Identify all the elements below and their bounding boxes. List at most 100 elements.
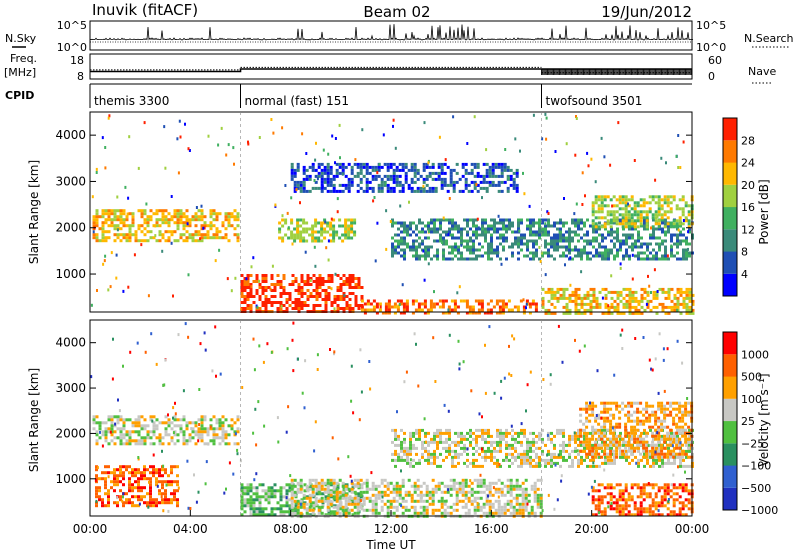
velocity-cell bbox=[152, 501, 155, 504]
power-cell bbox=[241, 301, 244, 304]
power-scatter-cell bbox=[331, 218, 333, 221]
power-cell bbox=[625, 225, 628, 228]
power-cell bbox=[596, 300, 599, 303]
power-cell bbox=[353, 231, 356, 234]
velocity-cell bbox=[225, 433, 228, 436]
power-cell bbox=[385, 303, 388, 306]
power-cell bbox=[96, 218, 99, 221]
power-cell bbox=[604, 255, 607, 258]
power-cell bbox=[207, 224, 210, 227]
power-cell bbox=[605, 303, 608, 306]
power-cell bbox=[605, 306, 608, 309]
power-cell bbox=[253, 301, 256, 304]
velocity-cell bbox=[445, 450, 448, 453]
velocity-cell bbox=[408, 491, 411, 494]
velocity-cell bbox=[336, 494, 339, 497]
power-cell bbox=[280, 295, 283, 298]
power-cell bbox=[344, 237, 347, 240]
power-cell bbox=[686, 297, 689, 300]
power-cell bbox=[454, 303, 457, 306]
velocity-cell bbox=[333, 497, 336, 500]
power-cell bbox=[378, 166, 381, 169]
power-cell bbox=[403, 243, 406, 246]
power-scatter-cell bbox=[601, 137, 603, 140]
power-cell bbox=[632, 300, 635, 303]
velocity-cell bbox=[522, 503, 525, 506]
power-cell bbox=[400, 243, 403, 246]
velocity-cell bbox=[409, 435, 412, 438]
power-cell bbox=[477, 172, 480, 175]
power-cell bbox=[532, 246, 535, 249]
power-cell bbox=[544, 234, 547, 237]
power-cell bbox=[292, 274, 295, 277]
power-cell bbox=[277, 280, 280, 283]
power-cell bbox=[511, 243, 514, 246]
power-cell bbox=[581, 300, 584, 303]
velocity-cell bbox=[170, 498, 173, 501]
power-cell bbox=[219, 230, 222, 233]
velocity-cell bbox=[237, 427, 240, 430]
velocity-cell bbox=[354, 491, 357, 494]
velocity-cell bbox=[448, 435, 451, 438]
velocity-cell bbox=[475, 429, 478, 432]
velocity-cell bbox=[128, 501, 131, 504]
velocity-cell bbox=[457, 456, 460, 459]
power-cell bbox=[586, 252, 589, 255]
velocity-cell bbox=[412, 459, 415, 462]
velocity-cell bbox=[286, 492, 289, 495]
velocity-cell bbox=[173, 498, 176, 501]
power-cell bbox=[513, 187, 516, 190]
power-cell bbox=[387, 163, 390, 166]
power-cell bbox=[165, 230, 168, 233]
velocity-cell bbox=[204, 415, 207, 418]
velocity-cell bbox=[574, 435, 577, 438]
power-cell bbox=[553, 225, 556, 228]
power-cell bbox=[535, 240, 538, 243]
velocity-cell bbox=[104, 477, 107, 480]
velocity-cell bbox=[522, 500, 525, 503]
power-cell bbox=[237, 236, 240, 239]
power-cell bbox=[490, 252, 493, 255]
power-cell bbox=[553, 222, 556, 225]
velocity-cell bbox=[149, 504, 152, 507]
power-scatter-cell bbox=[657, 290, 659, 293]
velocity-cell bbox=[201, 424, 204, 427]
power-cell bbox=[321, 163, 324, 166]
power-scatter-cell bbox=[665, 161, 667, 164]
velocity-cell bbox=[493, 462, 496, 465]
power-cell bbox=[566, 306, 569, 309]
power-cell bbox=[366, 172, 369, 175]
power-cell bbox=[201, 215, 204, 218]
power-cell bbox=[475, 300, 478, 303]
power-cell bbox=[569, 309, 572, 312]
velocity-cell bbox=[339, 491, 342, 494]
velocity-cell bbox=[523, 432, 526, 435]
velocity-cell bbox=[577, 459, 580, 462]
velocity-cell bbox=[277, 507, 280, 510]
power-cell bbox=[629, 294, 632, 297]
velocity-cell bbox=[262, 510, 265, 513]
velocity-cell bbox=[490, 456, 493, 459]
power-cell bbox=[661, 255, 664, 258]
velocity-cell bbox=[673, 459, 676, 462]
power-cell bbox=[478, 234, 481, 237]
power-cell bbox=[664, 240, 667, 243]
power-cell bbox=[415, 240, 418, 243]
velocity-cell bbox=[102, 433, 105, 436]
power-cell bbox=[547, 243, 550, 246]
power-cell bbox=[583, 225, 586, 228]
velocity-cell bbox=[405, 506, 408, 509]
power-cell bbox=[439, 222, 442, 225]
velocity-cell bbox=[454, 441, 457, 444]
velocity-cell bbox=[402, 512, 405, 515]
power-cell bbox=[302, 222, 305, 225]
power-scatter-cell bbox=[201, 205, 203, 208]
power-cell bbox=[599, 291, 602, 294]
power-cell bbox=[453, 187, 456, 190]
power-cell bbox=[560, 297, 563, 300]
velocity-cell bbox=[144, 427, 147, 430]
power-cell bbox=[450, 181, 453, 184]
velocity-cell bbox=[111, 424, 114, 427]
velocity-cell bbox=[399, 488, 402, 491]
velocity-cell bbox=[550, 438, 553, 441]
